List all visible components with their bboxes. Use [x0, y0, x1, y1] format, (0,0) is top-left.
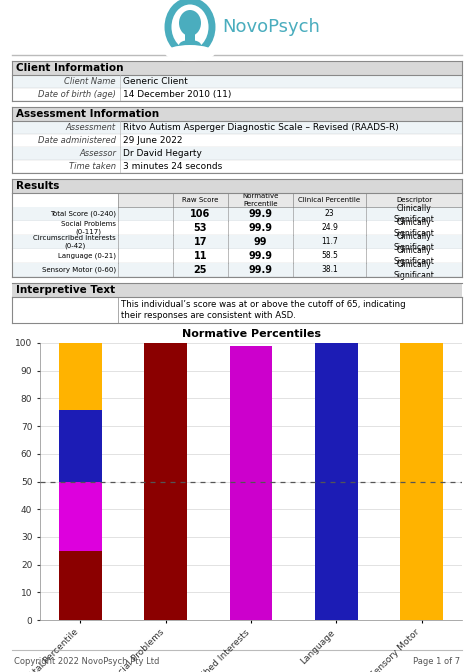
Text: 38.1: 38.1 — [321, 265, 338, 274]
Text: 11: 11 — [194, 251, 207, 261]
Bar — [12, 235, 462, 249]
Text: Time taken: Time taken — [69, 162, 116, 171]
Text: 99.9: 99.9 — [248, 223, 273, 233]
Bar — [145, 343, 187, 620]
Bar — [118, 193, 462, 207]
Text: 24.9: 24.9 — [321, 224, 338, 233]
Bar — [118, 297, 462, 323]
Text: 3 minutes 24 seconds: 3 minutes 24 seconds — [123, 162, 222, 171]
Text: 99.9: 99.9 — [248, 265, 273, 275]
Text: Clinically
Significant: Clinically Significant — [393, 247, 435, 265]
Text: Sensory Motor (0-60): Sensory Motor (0-60) — [42, 267, 116, 274]
Bar — [12, 263, 462, 277]
Bar — [12, 61, 462, 75]
Text: Client Name: Client Name — [64, 77, 116, 86]
Text: This individual’s score was at or above the cutoff of 65, indicating
their respo: This individual’s score was at or above … — [121, 300, 406, 321]
Text: 11.7: 11.7 — [321, 237, 338, 247]
Text: 14 December 2010 (11): 14 December 2010 (11) — [123, 90, 231, 99]
Bar — [12, 207, 462, 221]
Text: Assessment Information: Assessment Information — [16, 109, 159, 119]
Bar — [12, 75, 462, 88]
Bar — [185, 33, 195, 41]
Text: Clinical Percentile: Clinical Percentile — [299, 197, 361, 203]
Text: Raw Score: Raw Score — [182, 197, 219, 203]
Bar — [12, 221, 462, 235]
Bar — [315, 343, 357, 620]
Text: Assessor: Assessor — [79, 149, 116, 158]
Text: Ritvo Autism Asperger Diagnostic Scale – Revised (RAADS-R): Ritvo Autism Asperger Diagnostic Scale –… — [123, 123, 399, 132]
Text: Language (0-21): Language (0-21) — [58, 253, 116, 259]
Bar — [59, 343, 102, 410]
Text: NovoPsych: NovoPsych — [222, 18, 320, 36]
Text: 99: 99 — [254, 237, 267, 247]
Ellipse shape — [173, 6, 207, 48]
Text: Social Problems
(0-117): Social Problems (0-117) — [61, 221, 116, 235]
Text: Descriptor: Descriptor — [396, 197, 432, 203]
Bar — [12, 179, 462, 193]
Text: Clinically
Significant: Clinically Significant — [393, 260, 435, 280]
Text: Results: Results — [16, 181, 59, 191]
Text: Total Score (0-240): Total Score (0-240) — [50, 211, 116, 217]
Bar — [59, 551, 102, 620]
Bar — [12, 283, 462, 297]
Text: Interpretive Text: Interpretive Text — [16, 285, 115, 295]
Text: Dr David Hegarty: Dr David Hegarty — [123, 149, 202, 158]
Text: Page 1 of 7: Page 1 of 7 — [413, 657, 460, 665]
Text: Circumscribed Interests
(0-42): Circumscribed Interests (0-42) — [33, 235, 116, 249]
Text: 25: 25 — [194, 265, 207, 275]
Bar — [59, 410, 102, 482]
Text: 58.5: 58.5 — [321, 251, 338, 261]
Bar — [400, 343, 443, 620]
Text: Clinically
Significant: Clinically Significant — [393, 218, 435, 238]
Text: Date of birth (age): Date of birth (age) — [38, 90, 116, 99]
Ellipse shape — [165, 45, 215, 61]
Text: Date administered: Date administered — [38, 136, 116, 145]
Text: Generic Client: Generic Client — [123, 77, 188, 86]
Text: 53: 53 — [194, 223, 207, 233]
Text: Client Information: Client Information — [16, 63, 124, 73]
Text: 106: 106 — [191, 209, 210, 219]
Title: Normative Percentiles: Normative Percentiles — [182, 329, 320, 339]
Bar — [12, 121, 462, 134]
Text: 23: 23 — [325, 210, 334, 218]
Text: Clinically
Significant: Clinically Significant — [393, 204, 435, 224]
Bar — [12, 147, 462, 160]
Text: 29 June 2022: 29 June 2022 — [123, 136, 182, 145]
Text: Copyright 2022 NovoPsych Pty Ltd: Copyright 2022 NovoPsych Pty Ltd — [14, 657, 159, 665]
Text: 17: 17 — [194, 237, 207, 247]
Bar — [12, 107, 462, 121]
Text: 99.9: 99.9 — [248, 251, 273, 261]
Ellipse shape — [179, 40, 201, 50]
Ellipse shape — [179, 10, 201, 36]
Text: Normative
Percentile: Normative Percentile — [242, 194, 279, 206]
Bar — [59, 482, 102, 551]
Bar — [12, 249, 462, 263]
Text: Assessment: Assessment — [66, 123, 116, 132]
Text: 99.9: 99.9 — [248, 209, 273, 219]
Text: Clinically
Significant: Clinically Significant — [393, 233, 435, 252]
Bar — [230, 346, 273, 620]
